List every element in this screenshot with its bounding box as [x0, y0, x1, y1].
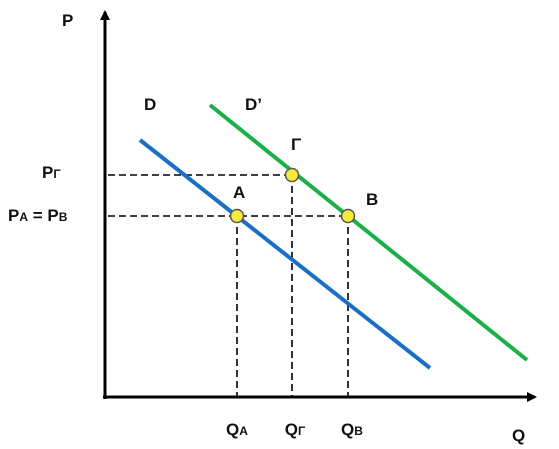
axis-label: P [62, 11, 73, 30]
point-label: Γ [291, 135, 301, 154]
curve-label: D [144, 95, 156, 114]
label-subscript: A [19, 210, 28, 224]
quantity-label: QΓ [285, 420, 306, 439]
demand-curve [138, 138, 432, 370]
label-subscript: B [354, 424, 363, 438]
label-subscript: B [59, 210, 68, 224]
label-base: = [28, 206, 47, 225]
point-label: A [233, 183, 245, 202]
label-base: P [47, 206, 58, 225]
point [340, 208, 356, 224]
label-subscript: A [239, 424, 248, 438]
label-subscript: Γ [298, 424, 306, 438]
price-label: PΓ [42, 163, 61, 182]
label-base: Q [341, 420, 354, 439]
label-base: P [8, 206, 19, 225]
label-subscript: Γ [53, 167, 61, 181]
point [284, 167, 300, 183]
axis-label: Q [512, 426, 525, 445]
point-label: B [366, 190, 378, 209]
label-base: Q [226, 420, 239, 439]
demand-curve-shifted [208, 103, 529, 362]
quantity-label: QB [341, 420, 363, 439]
point [229, 208, 245, 224]
label-base: Q [285, 420, 298, 439]
label-base: P [42, 163, 53, 182]
price-label: PA = PB [8, 206, 68, 225]
quantity-label: QA [226, 420, 248, 439]
curve-label: D’ [245, 95, 262, 114]
